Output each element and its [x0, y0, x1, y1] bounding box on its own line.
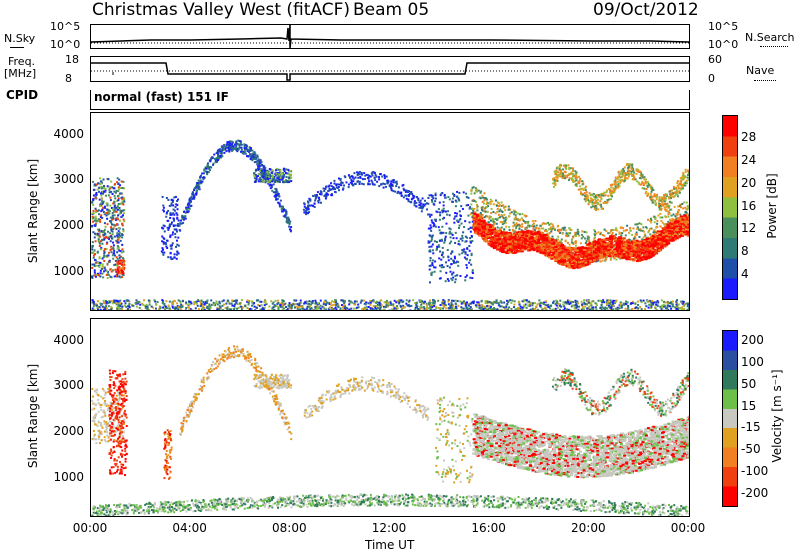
- station-title: Christmas Valley West (fitACF): [92, 0, 351, 20]
- velocity-colorbar-tick: 200: [741, 332, 764, 347]
- power-ylabel: Slant Range [km]: [26, 158, 40, 264]
- power-echo-3h: [160, 195, 180, 261]
- power-echo-arc: [178, 139, 293, 233]
- freq-tick-high: 18: [65, 53, 79, 66]
- power-echo-streak: [116, 259, 126, 275]
- velocity-colorbar-tick: -50: [741, 442, 761, 457]
- velocity-echo-upper: [551, 368, 689, 417]
- nave-tick-high: 60: [708, 53, 722, 66]
- velocity-colorbar-tick: -100: [741, 464, 769, 479]
- nave-label: Nave: [746, 64, 775, 77]
- velocity-ylabel: Slant Range [km]: [26, 363, 40, 469]
- velocity-echo-early-grey: [91, 387, 126, 445]
- velocity-echo-morning: [303, 376, 430, 421]
- time-tick: 08:00: [272, 521, 307, 535]
- velocity-panel: [90, 318, 690, 517]
- time-tick: 04:00: [172, 521, 207, 535]
- noise-trace: [91, 25, 689, 48]
- velocity-echo-14h: [434, 396, 474, 484]
- velocity-echo-ground: [91, 493, 689, 516]
- nsky-legend-line: [10, 47, 24, 48]
- nave-legend-line: [754, 80, 776, 81]
- power-plot: [91, 139, 689, 310]
- velocity-colorbar-tick: -200: [741, 486, 769, 501]
- time-tick: 00:00: [72, 521, 108, 535]
- power-echo-ground: [91, 299, 689, 310]
- time-tick: 12:00: [371, 521, 407, 535]
- power-echo-morning: [302, 170, 430, 216]
- velocity-echo-red-streak: [108, 369, 128, 477]
- power-ytick: 3000: [53, 172, 84, 187]
- time-tick: 16:00: [471, 521, 506, 535]
- velocity-ytick: 1000: [53, 469, 84, 484]
- velocity-colorbar-tick: 15: [741, 398, 757, 413]
- velocity-colorbar-tick: 100: [741, 354, 764, 369]
- freq-trace: [91, 62, 689, 81]
- velocity-ytick: 4000: [53, 332, 84, 347]
- velocity-colorbar-fill: [723, 331, 737, 506]
- time-axis-label: Time UT: [365, 538, 415, 552]
- nsky-tick-low: 10^0: [50, 38, 81, 51]
- power-echo-upper: [551, 162, 689, 212]
- freq-label: Freq.: [8, 55, 36, 68]
- cpid-value: normal (fast) 151 IF: [94, 90, 229, 104]
- nsearch-tick-low: 10^0: [708, 38, 739, 51]
- time-tick: 20:00: [571, 521, 606, 535]
- power-colorbar-tick: 20: [741, 175, 757, 190]
- date-label: 09/Oct/2012: [593, 0, 699, 20]
- velocity-colorbar-tick: 50: [741, 376, 757, 391]
- power-echo-afternoon-hot: [472, 211, 689, 270]
- velocity-echo-7h: [253, 373, 293, 390]
- time-tick: 00:00: [670, 521, 706, 535]
- power-colorbar-tick: 16: [741, 198, 757, 213]
- nave-tick-low: 0: [708, 72, 715, 85]
- noise-panel: [90, 24, 690, 49]
- power-ytick: 4000: [53, 126, 84, 141]
- velocity-colorbar-label: Velocity [m s⁻¹]: [770, 369, 784, 463]
- velocity-colorbar-tick: -15: [741, 420, 761, 435]
- power-colorbar-tick: 24: [741, 152, 757, 167]
- power-echo-early: [91, 177, 126, 280]
- power-colorbar-tick: 28: [741, 129, 757, 144]
- power-colorbar-tick: 4: [741, 267, 749, 282]
- velocity-echo-3h: [163, 429, 173, 480]
- power-colorbar-label: Power [dB]: [765, 173, 779, 239]
- power-colorbar-tick: 8: [741, 244, 749, 259]
- nsky-tick-high: 10^5: [50, 20, 81, 33]
- power-echo-14h: [427, 190, 475, 284]
- velocity-colorbar: [722, 330, 738, 507]
- velocity-echo-afternoon: [472, 413, 689, 479]
- power-colorbar-tick: 12: [741, 221, 757, 236]
- velocity-plot: [91, 345, 689, 516]
- freq-tick-low: 8: [65, 72, 72, 85]
- velocity-ytick: 2000: [53, 424, 84, 438]
- power-echo-7h: [253, 167, 293, 184]
- velocity-ytick: 3000: [53, 378, 84, 393]
- freq-unit-label: [MHz]: [4, 67, 37, 80]
- power-ytick: 1000: [53, 263, 84, 278]
- cpid-label: CPID: [6, 88, 39, 102]
- velocity-echo-arc: [179, 345, 293, 441]
- freq-panel: [90, 56, 690, 82]
- power-colorbar: [722, 115, 738, 300]
- beam-label: Beam 05: [353, 0, 430, 20]
- power-panel: [90, 112, 690, 311]
- nsky-label: N.Sky: [4, 32, 36, 45]
- nsearch-legend-line: [760, 46, 788, 47]
- nsearch-label: N.Search: [745, 31, 795, 44]
- power-ytick: 2000: [53, 218, 84, 232]
- power-colorbar-fill: [723, 116, 737, 299]
- nsearch-tick-high: 10^5: [708, 20, 739, 33]
- cpid-panel: normal (fast) 151 IF: [90, 90, 690, 110]
